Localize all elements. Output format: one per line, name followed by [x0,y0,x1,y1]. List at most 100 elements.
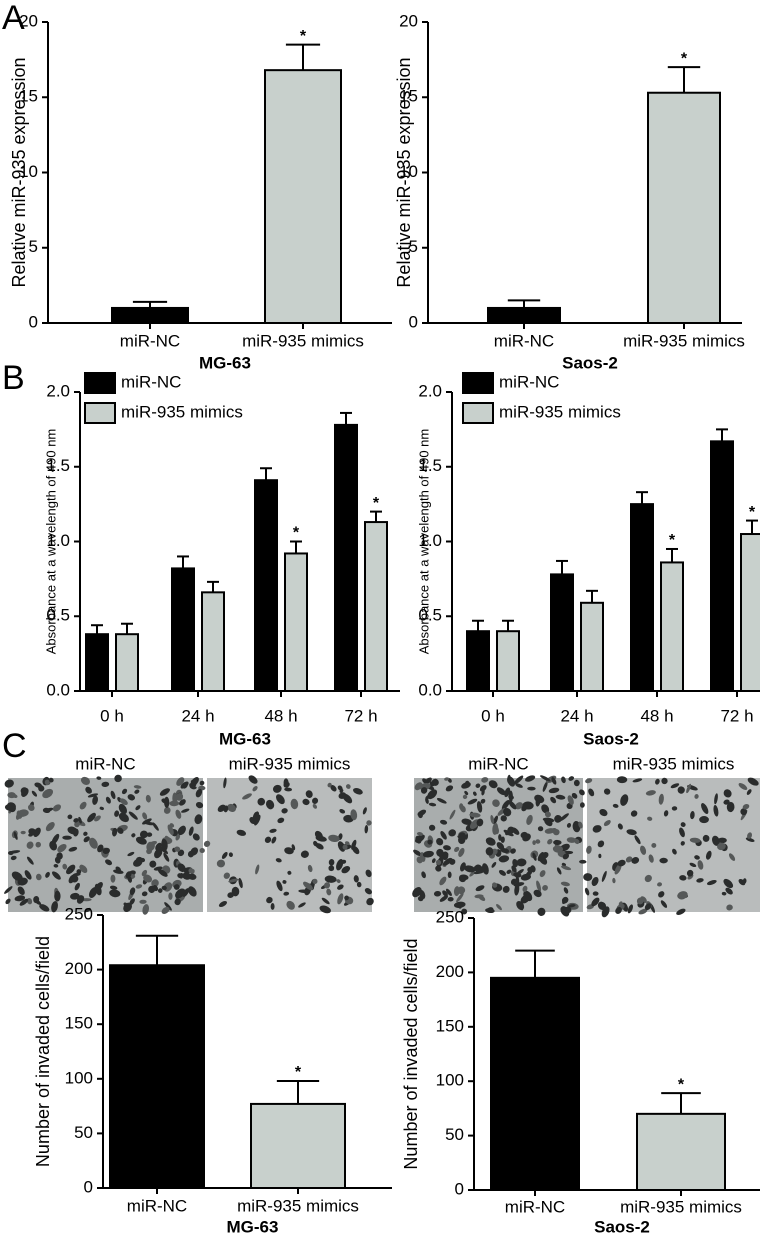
cell [601,870,607,882]
cell [689,837,701,843]
cell [464,790,469,796]
cell [42,788,54,799]
cell [519,903,524,911]
cell [128,811,138,820]
legend-label: miR-935 mimics [499,402,621,421]
cell [603,788,611,795]
cell [134,789,140,794]
cell [717,837,727,844]
cell [527,786,536,791]
y-tick-label: 2.0 [46,381,70,400]
significance-marker: * [749,504,756,521]
x-axis-label: MG-63 [199,353,251,372]
x-tick-label: 72 h [344,706,377,725]
cell [195,801,204,809]
y-tick-label: 15 [399,87,418,106]
cell [264,836,272,843]
cell [486,907,494,913]
cell [337,884,344,890]
cell [436,837,444,846]
cell [167,824,174,836]
x-tick-label: 0 h [481,706,505,725]
cell [315,843,324,850]
y-tick-label: 50 [445,1125,464,1144]
cell [328,834,340,842]
cell [182,872,192,880]
cell [163,807,171,814]
cell [527,867,533,873]
cell [671,806,678,811]
cell [163,852,170,862]
cell [658,891,665,898]
y-tick-label: 10 [19,162,38,181]
cell [445,785,454,792]
cell [242,793,252,800]
cell [179,873,184,879]
cell [352,788,363,795]
cell [706,879,717,886]
cell [252,785,258,792]
cell [223,872,230,879]
cell [276,794,285,805]
cell [199,780,205,786]
cell [702,834,710,842]
bar [264,69,342,324]
cell [428,802,437,807]
significance-marker: * [669,532,676,549]
cell [467,798,478,805]
cell [502,885,510,893]
cell [28,833,33,837]
x-tick-label: 24 h [560,706,593,725]
cell [676,908,686,916]
cell [114,774,122,783]
cell [336,879,341,883]
cell [269,828,277,833]
cell [422,850,434,858]
cell [500,836,505,843]
cell [498,869,507,876]
cell [551,777,557,785]
cell [15,812,21,820]
bar [171,567,195,692]
cell [345,784,351,789]
cell [223,777,227,789]
cell [447,871,452,879]
cell [154,848,163,859]
cell [723,878,734,889]
cell [152,885,159,892]
cell [282,880,287,884]
cell [591,876,599,887]
cell [598,853,602,859]
cell [283,891,290,896]
cell [459,874,469,881]
cell [366,897,374,906]
cell [542,781,548,792]
cell [7,802,16,810]
cell [80,776,90,785]
cell [514,775,524,785]
cell [625,856,633,863]
x-tick-label: miR-NC [127,1196,187,1215]
cell [677,786,685,794]
cell [159,788,170,796]
bar [364,521,388,692]
cell [476,818,484,827]
cell [506,869,512,874]
cell [522,885,528,893]
cell [464,865,476,873]
cell [615,907,622,914]
cell [651,842,657,848]
x-tick-label: miR-NC [505,1197,565,1216]
cell [561,862,566,867]
bar [647,91,721,324]
cell [413,849,422,857]
cell [364,825,369,834]
cell [146,832,153,837]
cell [694,794,699,799]
cell [45,871,50,878]
cell [701,803,709,814]
cell [555,794,566,800]
cell [194,814,203,825]
cell [742,878,747,884]
